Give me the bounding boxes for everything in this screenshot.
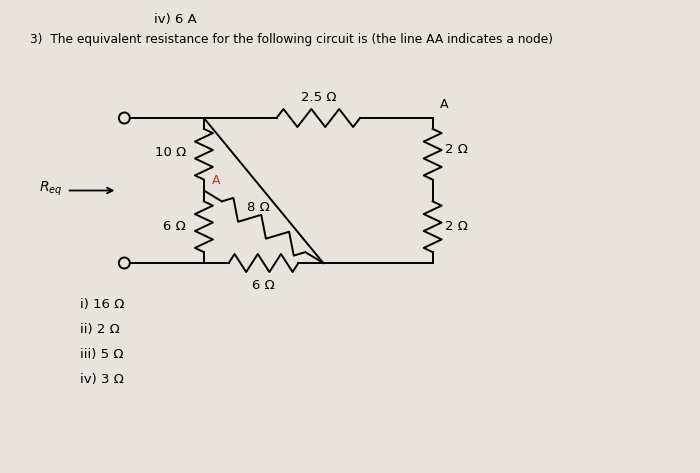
Text: iii) 5 Ω: iii) 5 Ω (80, 348, 123, 361)
Text: 2 Ω: 2 Ω (444, 143, 468, 156)
Text: iv) 6 A: iv) 6 A (154, 13, 197, 26)
Text: 2.5 Ω: 2.5 Ω (300, 91, 336, 104)
Text: 6 Ω: 6 Ω (252, 279, 275, 292)
Text: A: A (212, 174, 220, 186)
Text: 8 Ω: 8 Ω (247, 201, 270, 214)
Text: 6 Ω: 6 Ω (163, 220, 186, 233)
Text: A: A (440, 98, 448, 111)
Text: 10 Ω: 10 Ω (155, 146, 186, 159)
Text: $R_{eq}$: $R_{eq}$ (39, 179, 63, 198)
Text: 3)  The equivalent resistance for the following circuit is (the line AA indicate: 3) The equivalent resistance for the fol… (30, 33, 553, 46)
Text: 2 Ω: 2 Ω (444, 220, 468, 233)
Text: iv) 3 Ω: iv) 3 Ω (80, 373, 123, 386)
Text: i) 16 Ω: i) 16 Ω (80, 298, 124, 311)
Text: ii) 2 Ω: ii) 2 Ω (80, 323, 119, 336)
